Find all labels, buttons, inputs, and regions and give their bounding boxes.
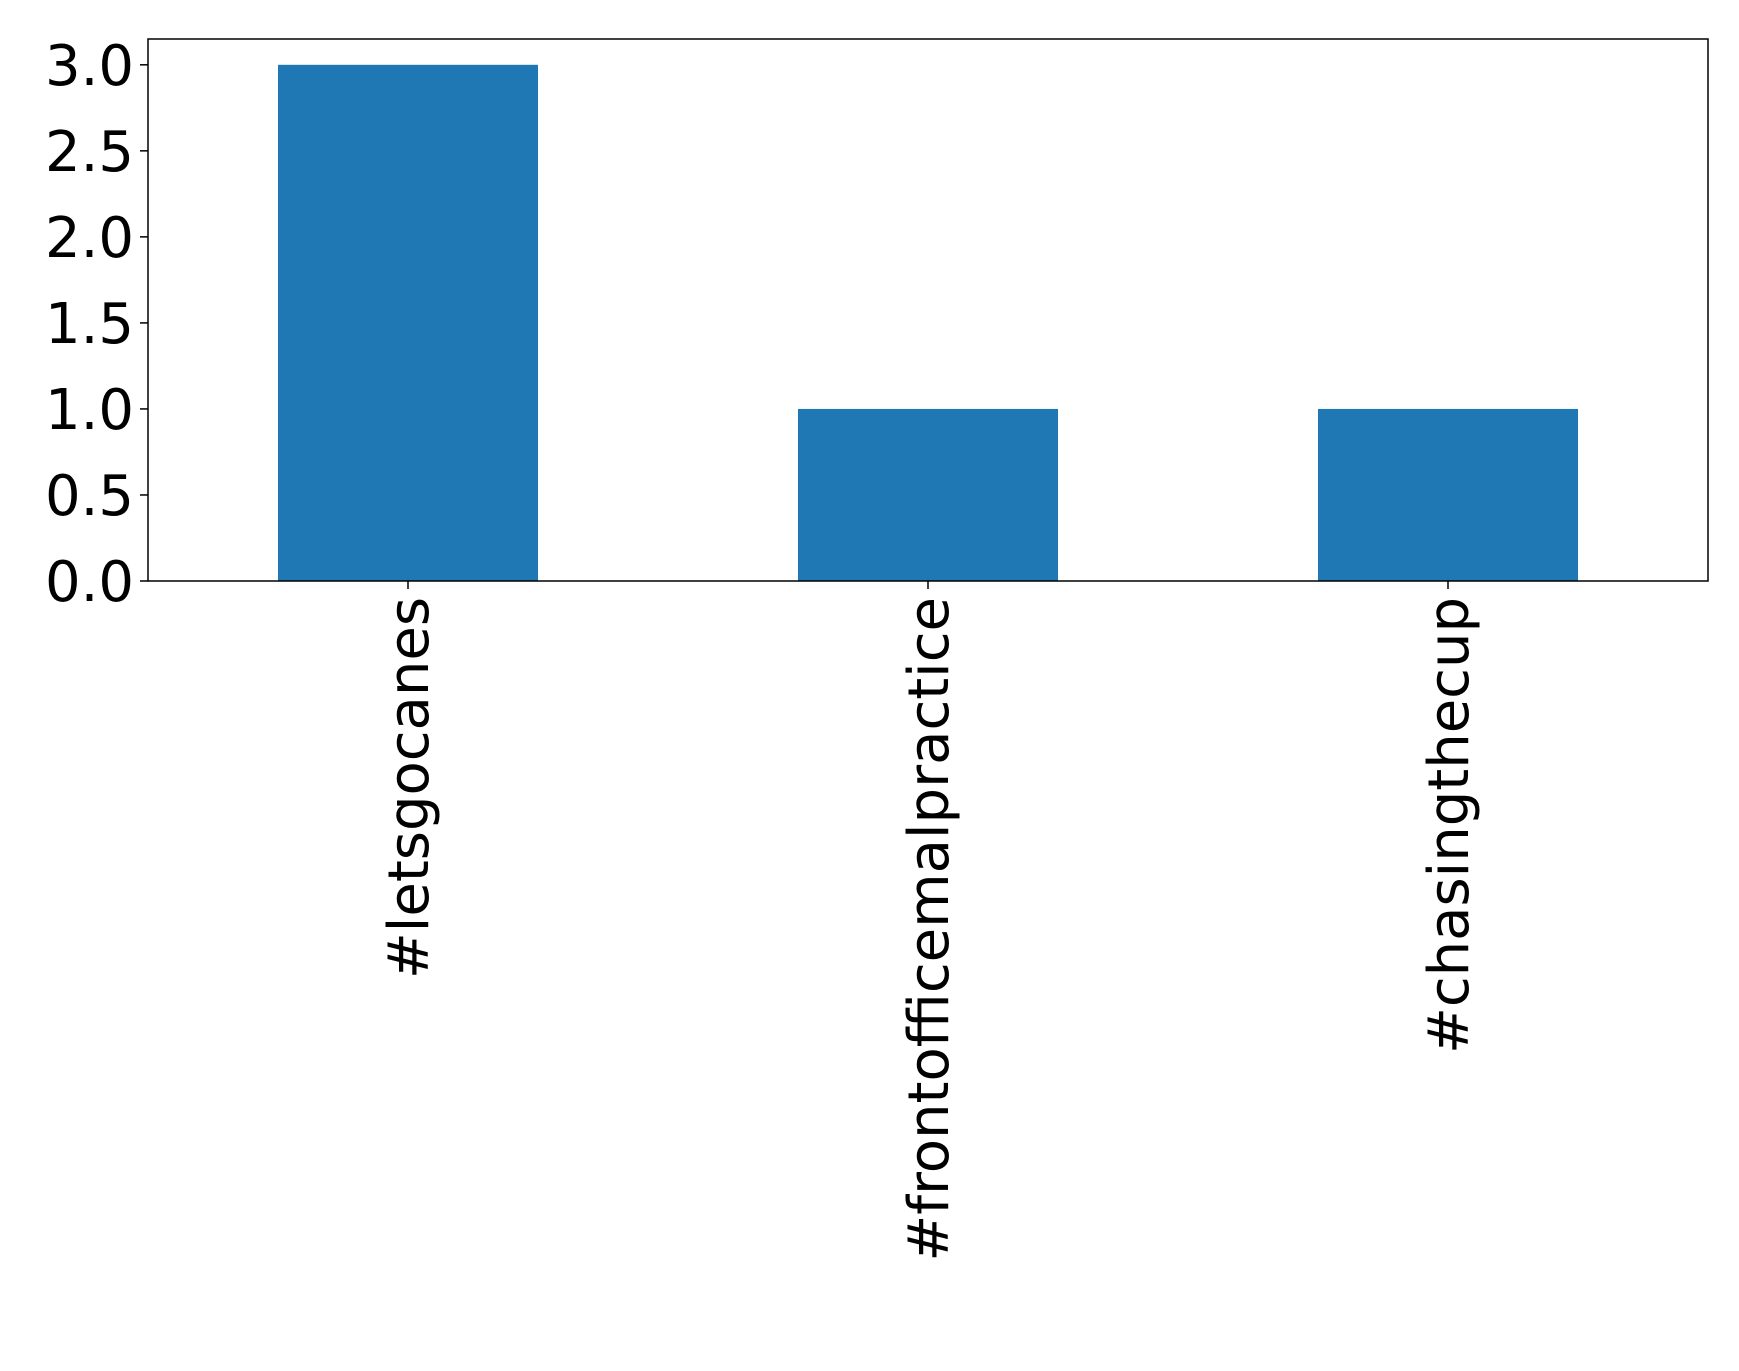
y-tick-label: 3.0 [45,34,134,99]
x-tick-label: #frontofficemalpractice [897,597,962,1262]
y-tick-label: 1.0 [45,378,134,443]
x-tick-label: #chasingthecup [1417,597,1482,1054]
y-tick-label: 2.0 [45,206,134,271]
y-tick-label: 0.0 [45,550,134,615]
bar [1318,408,1578,581]
y-tick-label: 0.5 [45,464,134,529]
y-tick-label: 1.5 [45,292,134,357]
bar [278,64,538,582]
bar [798,408,1058,581]
y-tick-label: 2.5 [45,120,134,185]
axes-frame [147,38,1709,582]
x-tick-label: #letsgocanes [377,597,442,979]
